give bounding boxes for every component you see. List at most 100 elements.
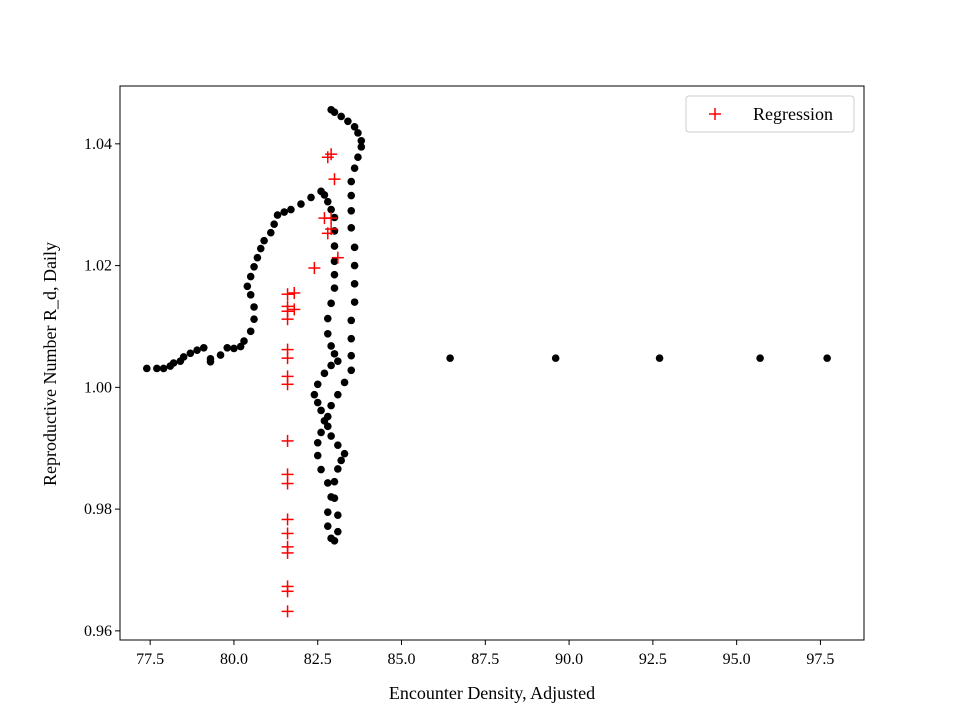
regression-point <box>281 605 294 618</box>
data-point <box>347 224 356 232</box>
data-point <box>267 228 275 237</box>
data-point <box>169 359 178 367</box>
regression-point <box>325 212 338 225</box>
data-point <box>159 364 168 373</box>
data-point <box>357 143 366 151</box>
data-point <box>179 353 188 361</box>
data-point <box>823 354 831 362</box>
data-point <box>313 380 322 389</box>
data-point <box>327 205 335 214</box>
data-point <box>327 299 335 308</box>
legend-label: Regression <box>753 104 833 124</box>
data-point <box>323 479 332 487</box>
y-tick-label: 1.04 <box>84 136 112 153</box>
series-layer <box>143 105 831 618</box>
data-point <box>270 220 278 228</box>
data-point <box>317 465 325 474</box>
regression-point <box>281 468 294 481</box>
data-point <box>236 342 245 351</box>
data-point <box>240 337 248 345</box>
y-axis-ticks: 0.96 0.98 1.00 1.02 1.04 <box>84 136 120 640</box>
data-point <box>320 369 329 378</box>
x-axis-ticks: 77.5 80.0 82.5 85.0 87.5 90.0 92.5 95.0 97.5 <box>136 640 834 668</box>
data-point <box>253 253 262 262</box>
data-point <box>323 522 332 530</box>
data-point <box>330 242 339 250</box>
data-point <box>334 527 342 536</box>
data-point <box>250 303 258 311</box>
data-point <box>334 390 342 399</box>
regression-point <box>281 288 294 301</box>
y-tick-label: 1.02 <box>84 258 112 275</box>
data-point <box>347 351 356 360</box>
data-point <box>186 349 195 358</box>
regression-point <box>281 300 294 313</box>
data-point <box>323 422 332 431</box>
data-point <box>350 280 359 288</box>
regression-point <box>288 303 301 316</box>
data-point <box>223 343 232 352</box>
data-point <box>256 244 265 253</box>
data-point <box>317 428 325 437</box>
regression-point <box>331 251 344 264</box>
regression-point <box>281 434 294 447</box>
data-point <box>280 208 289 216</box>
data-point <box>350 122 359 131</box>
data-point <box>143 364 151 373</box>
data-point <box>350 164 359 172</box>
data-point <box>357 136 366 145</box>
y-axis-label: Reproductive Number R_d, Daily <box>40 242 60 486</box>
data-point <box>344 117 352 126</box>
data-point <box>330 284 339 292</box>
data-point <box>337 456 345 465</box>
data-point <box>323 314 332 323</box>
y-tick-label: 0.98 <box>84 501 112 518</box>
data-point <box>347 207 356 215</box>
data-point <box>655 354 664 362</box>
data-point <box>250 263 258 271</box>
data-point <box>337 112 345 121</box>
data-point <box>334 441 342 449</box>
data-point <box>313 451 322 460</box>
data-point <box>327 342 335 350</box>
data-point <box>327 432 335 440</box>
data-point <box>216 351 225 359</box>
regression-point <box>281 370 294 383</box>
y-tick-label: 1.00 <box>84 379 112 396</box>
observed-series <box>143 105 831 545</box>
legend-box <box>685 95 855 133</box>
data-point <box>330 257 339 266</box>
plot-frame <box>119 85 865 641</box>
x-tick-label: 95.0 <box>723 651 751 668</box>
data-point <box>347 316 356 325</box>
data-point <box>313 398 322 407</box>
data-point <box>246 291 255 299</box>
legend: Regression <box>685 95 855 133</box>
regression-point <box>281 343 294 356</box>
data-point <box>347 177 356 186</box>
data-point <box>323 197 332 206</box>
regression-point <box>288 286 301 299</box>
data-point <box>756 354 764 362</box>
data-point <box>193 346 201 355</box>
data-point <box>330 536 339 545</box>
data-point <box>243 282 252 291</box>
data-point <box>327 361 335 370</box>
data-point <box>317 406 325 415</box>
data-point <box>320 191 329 199</box>
data-point <box>350 298 359 306</box>
data-point <box>330 350 339 358</box>
data-point <box>347 366 356 375</box>
data-point <box>551 354 560 362</box>
regression-point <box>281 527 294 540</box>
regression-series <box>281 148 344 618</box>
data-point <box>246 327 255 336</box>
x-tick-label: 90.0 <box>555 651 583 668</box>
data-point <box>323 508 332 516</box>
x-tick-label: 82.5 <box>304 651 332 668</box>
data-point <box>206 357 215 366</box>
data-point <box>330 270 339 279</box>
regression-point <box>325 223 338 236</box>
x-tick-label: 85.0 <box>388 651 416 668</box>
